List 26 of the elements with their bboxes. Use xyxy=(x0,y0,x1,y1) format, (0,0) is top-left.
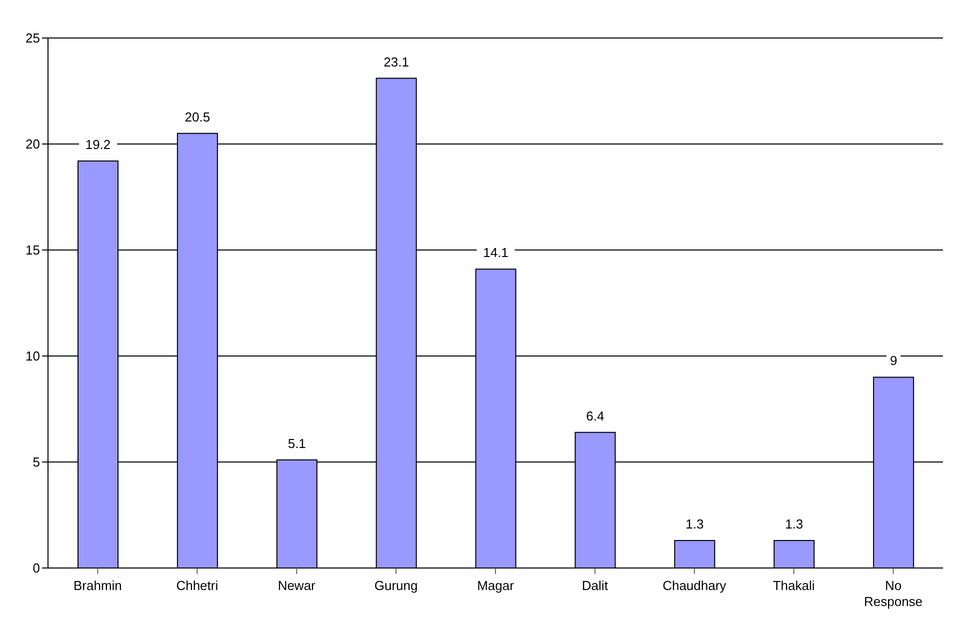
x-tick-label: Gurung xyxy=(374,578,418,593)
data-label: 5.1 xyxy=(288,436,306,451)
bar xyxy=(774,540,815,568)
y-tick-label: 5 xyxy=(32,454,40,470)
y-tick-label: 25 xyxy=(26,30,40,46)
x-tick-label: Newar xyxy=(278,578,316,593)
data-label: 9 xyxy=(890,353,898,368)
data-label: 1.3 xyxy=(785,516,804,532)
x-tick-label: Thakali xyxy=(772,578,815,593)
data-label: 14.1 xyxy=(483,245,508,260)
x-tick-label: Chhetri xyxy=(176,578,218,593)
x-tick-label: Dalit xyxy=(582,578,608,593)
y-tick-label: 10 xyxy=(26,348,40,364)
data-label: 20.5 xyxy=(184,109,210,124)
data-label: 6.4 xyxy=(586,408,604,424)
y-tick-label: 20 xyxy=(26,136,40,152)
x-tick-label: Brahmin xyxy=(74,578,122,593)
data-label: 23.1 xyxy=(384,54,409,70)
y-tick-label: 15 xyxy=(26,242,40,258)
x-tick-label: Magar xyxy=(477,578,515,593)
bar xyxy=(674,540,716,568)
data-label: 1.3 xyxy=(686,516,704,532)
x-tick-label: No Response xyxy=(864,578,923,609)
data-label: 19.2 xyxy=(85,136,111,152)
x-tick-label: Chaudhary xyxy=(662,578,727,593)
y-tick-label: 0 xyxy=(32,560,40,576)
